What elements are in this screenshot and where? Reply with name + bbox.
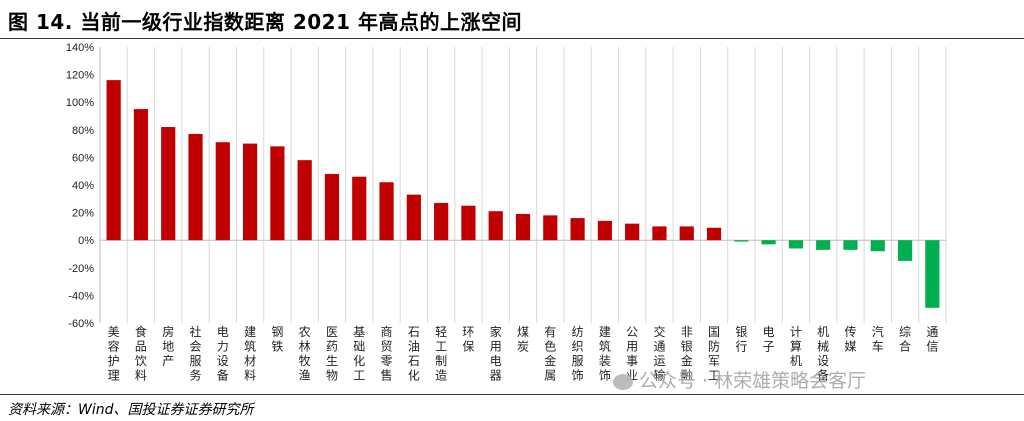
bar xyxy=(133,109,149,241)
bar xyxy=(925,240,940,308)
chart-title: 图 14. 当前一级行业指数距离 2021 年高点的上涨空间 xyxy=(8,10,522,34)
bar xyxy=(270,146,285,241)
x-tick-label: 公用事业 xyxy=(626,325,638,383)
watermark: 公众号 · 林荣雄策略会客厅 xyxy=(613,366,866,393)
x-tick-label: 电力设备 xyxy=(217,325,229,383)
bar xyxy=(870,240,885,252)
x-tick-label: 建筑装饰 xyxy=(599,325,611,383)
x-tick-label: 社会服务 xyxy=(190,324,202,383)
y-tick-label: -40% xyxy=(68,290,94,302)
bar xyxy=(324,173,340,241)
x-tick-label: 煤炭 xyxy=(517,325,529,354)
bar xyxy=(625,223,640,241)
x-tick-label: 美容护理 xyxy=(108,325,120,383)
watermark-text: 公众号 · 林荣雄策略会客厅 xyxy=(639,370,867,392)
x-tick-label: 食品饮料 xyxy=(135,324,147,383)
bar xyxy=(652,226,667,241)
x-tick-label: 房地产 xyxy=(162,324,174,368)
y-tick-label: 140% xyxy=(66,42,94,54)
x-tick-label: 农林牧渔 xyxy=(299,325,311,383)
bar xyxy=(734,240,749,242)
bar xyxy=(543,215,558,241)
bar xyxy=(597,220,612,241)
x-tick-label: 机械设备 xyxy=(817,325,829,383)
title-underline xyxy=(0,38,1024,39)
bar xyxy=(352,176,367,241)
x-tick-label: 医药生物 xyxy=(326,325,338,383)
wechat-icon xyxy=(613,373,633,390)
bars xyxy=(106,80,940,308)
x-tick-label: 建筑材料 xyxy=(244,325,256,383)
bar xyxy=(161,127,176,241)
bar xyxy=(297,160,312,241)
bar xyxy=(379,182,394,241)
x-tick-label: 通信 xyxy=(926,325,938,354)
bar xyxy=(406,194,421,241)
bar xyxy=(843,240,858,250)
y-tick-label: 60% xyxy=(72,152,94,164)
x-tick-label: 电子 xyxy=(763,325,775,354)
x-tick-label: 非银金融 xyxy=(681,325,693,383)
bar xyxy=(106,80,121,241)
y-tick-label: 100% xyxy=(66,97,94,109)
x-tick-label: 基础化工 xyxy=(353,325,365,383)
y-tick-label: 80% xyxy=(72,125,94,137)
bar xyxy=(434,202,449,241)
bar xyxy=(706,227,722,241)
x-tick-label: 汽车 xyxy=(872,324,884,354)
x-axis: 美容护理 食品饮料 房地产 社会服务 电力设备 建筑材料 钢铁 农林牧渔 医药生物 基础化工 商贸零… xyxy=(108,324,939,383)
bar xyxy=(515,213,531,241)
x-tick-label: 纺织服饰 xyxy=(572,325,584,383)
x-tick-label: 银行 xyxy=(735,325,747,354)
bar xyxy=(188,133,203,241)
x-tick-label: 轻工制造 xyxy=(435,325,447,383)
x-tick-label: 国防军工 xyxy=(708,325,720,383)
x-tick-label: 综合 xyxy=(899,325,911,354)
source-note: 资料来源：Wind、国投证券证券研究所 xyxy=(8,402,254,418)
bar xyxy=(897,240,913,261)
bar xyxy=(461,205,476,241)
x-tick-label: 计算机 xyxy=(790,325,802,368)
y-tick-label: 120% xyxy=(66,70,94,82)
source-divider xyxy=(0,394,1024,395)
y-tick-label: 40% xyxy=(72,180,94,192)
bar xyxy=(570,218,585,241)
x-tick-label: 石油石化 xyxy=(408,325,420,383)
bar xyxy=(243,143,258,241)
y-tick-label: 20% xyxy=(72,208,94,220)
x-tick-label: 环保 xyxy=(462,325,474,354)
bar-chart: -60% -40% -20% 0% 20% 40% 60% 80% 100% 120% 140% 美… xyxy=(66,42,947,383)
x-tick-label: 交通运输 xyxy=(653,324,665,383)
bar xyxy=(679,226,694,241)
y-tick-label: -20% xyxy=(68,263,94,275)
bar xyxy=(761,240,776,245)
bar xyxy=(488,211,503,241)
bar xyxy=(788,240,803,249)
grid xyxy=(99,47,947,323)
bar xyxy=(816,240,831,250)
x-tick-label: 有色金属 xyxy=(544,325,556,383)
y-tick-label: 0% xyxy=(78,235,94,247)
x-tick-label: 家用电器 xyxy=(490,324,502,383)
x-tick-label: 传媒 xyxy=(844,324,856,354)
x-tick-label: 钢铁 xyxy=(271,325,283,354)
x-tick-label: 商贸零售 xyxy=(381,324,393,383)
bar xyxy=(215,142,230,241)
y-tick-label: -60% xyxy=(68,318,94,330)
